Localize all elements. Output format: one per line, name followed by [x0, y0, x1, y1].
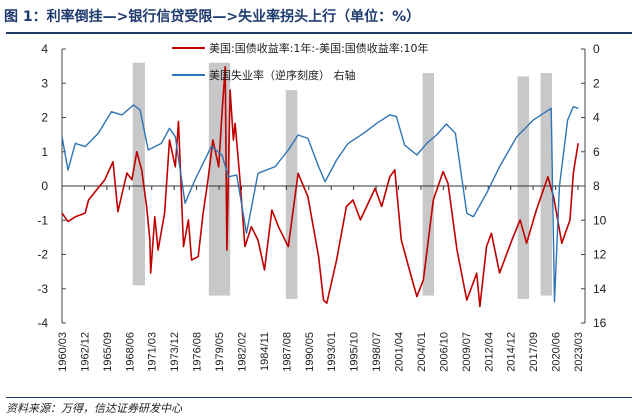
x-axis-tick-label: 1973/12 [169, 332, 181, 372]
x-axis-tick-label: 2001/04 [394, 332, 406, 372]
left-axis-tick-label: 2 [41, 111, 48, 125]
right-axis-tick-label: 2 [593, 76, 600, 90]
right-axis-tick-label: 12 [593, 248, 607, 262]
x-axis-tick-label: 2012/04 [483, 332, 495, 372]
footer-divider [6, 397, 632, 398]
x-axis-tick-label: 2020/06 [551, 332, 563, 372]
x-axis-tick-label: 1982/02 [236, 332, 248, 372]
left-axis-tick-label: -3 [37, 282, 48, 296]
title-divider [6, 32, 632, 34]
shaded-period-bar [540, 72, 553, 296]
x-axis-tick-label: 1960/03 [57, 332, 69, 372]
legend-label-unemployment: 美国失业率（逆序刻度） 右轴 [209, 68, 356, 82]
source-note: 资料来源：万得，信达证券研发中心 [6, 402, 182, 415]
x-axis-tick-label: 2014/12 [506, 332, 518, 372]
x-axis-tick-label: 1971/03 [147, 332, 159, 372]
x-axis-tick-label: 2023/03 [573, 332, 585, 372]
x-axis-tick-label: 2004/01 [416, 332, 428, 372]
series-line-yield-spread [61, 66, 579, 308]
shaded-periods [132, 62, 553, 300]
right-axis-tick-label: 6 [593, 145, 600, 159]
x-axis-tick-label: 1987/08 [281, 332, 293, 372]
x-axis-tick-label: 1995/10 [349, 332, 361, 372]
x-axis-tick-label: 1984/11 [259, 332, 271, 371]
x-axis-tick-label: 1998/07 [371, 332, 383, 372]
left-axis-tick-label: -4 [37, 316, 48, 330]
shaded-period-bar [132, 62, 145, 286]
shaded-period-bar [517, 76, 530, 300]
left-axis-tick-label: -2 [37, 248, 48, 262]
x-axis-tick-label: 2017/09 [528, 332, 540, 372]
x-axis-tick-label: 1979/05 [214, 332, 226, 372]
shaded-period-bar [285, 90, 298, 300]
left-axis-tick-label: -1 [37, 213, 48, 227]
x-axis-tick-label: 1968/06 [124, 332, 136, 372]
legend: 美国:国债收益率:1年:-美国:国债收益率:10年 美国失业率（逆序刻度） 右轴 [172, 41, 429, 82]
x-axis-tick-label: 1976/08 [192, 332, 204, 372]
left-axis-tick-label: 1 [41, 145, 48, 159]
right-axis-tick-label: 0 [593, 42, 600, 56]
right-axis-tick-label: 8 [593, 179, 600, 193]
right-axis-tick-label: 4 [593, 111, 600, 125]
figure-title: 图 1：利率倒挂—>银行信贷受限—>失业率拐头上行（单位：%） [4, 9, 421, 25]
x-axis-tick-label: 1962/12 [79, 332, 91, 372]
left-axis-tick-label: 0 [41, 179, 48, 193]
x-axis-tick-label: 2006/10 [438, 332, 450, 372]
right-axis-tick-label: 10 [593, 213, 607, 227]
left-axis-tick-label: 3 [41, 76, 48, 90]
right-axis-tick-label: 14 [593, 282, 607, 296]
series-line-unemployment-rate [61, 104, 579, 303]
series-lines [61, 66, 579, 308]
x-axis-tick-label: 1993/01 [326, 332, 338, 372]
shaded-period-bar [208, 62, 231, 296]
shaded-period-bar [422, 72, 435, 296]
x-axis-tick-label: 1965/09 [102, 332, 114, 372]
x-axis-tick-label: 2009/07 [461, 332, 473, 372]
right-axis-tick-label: 16 [593, 316, 607, 330]
legend-label-spread: 美国:国债收益率:1年:-美国:国债收益率:10年 [209, 41, 429, 55]
left-axis-tick-label: 4 [41, 42, 48, 56]
x-axis-tick-label: 1990/05 [304, 332, 316, 372]
